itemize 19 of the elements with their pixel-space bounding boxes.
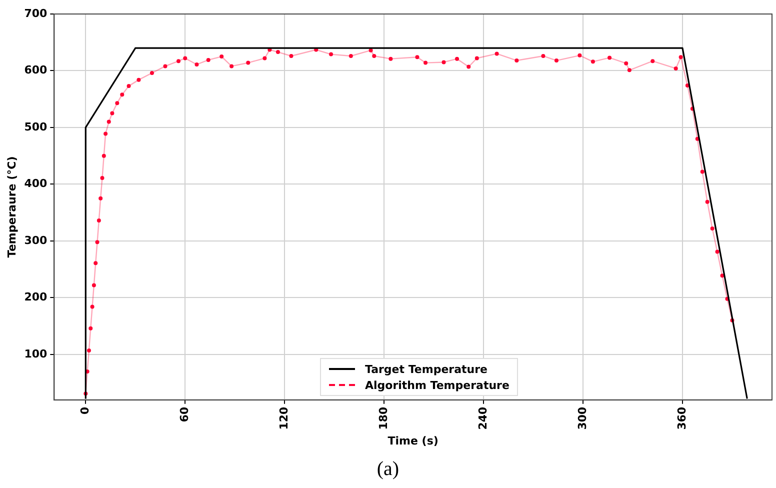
x-tick-label: 60 [178, 406, 191, 422]
x-tick-label: 180 [376, 406, 390, 430]
legend-label: Target Temperature [365, 362, 488, 376]
x-tick-label: 240 [476, 406, 490, 430]
y-tick-label: 700 [24, 6, 48, 20]
text: (a) [376, 458, 400, 481]
y-tick-label: 600 [24, 64, 48, 77]
x-tick-label: 0 [78, 406, 92, 414]
x-axis-title: Time (s) [388, 434, 438, 448]
legend-label: Algorithm Temperature [365, 378, 510, 392]
y-tick-label: 200 [24, 290, 48, 304]
x-tick-label: 360 [675, 406, 688, 430]
y-tick-label: 100 [24, 347, 48, 360]
x-tick-label: 300 [576, 406, 589, 430]
x-tick-label: 120 [277, 406, 290, 430]
y-tick-label: 300 [24, 234, 48, 247]
y-tick-label: 400 [24, 177, 48, 190]
y-axis-title: Temperaure (°C) [5, 156, 18, 258]
y-tick-label: 500 [24, 120, 48, 134]
